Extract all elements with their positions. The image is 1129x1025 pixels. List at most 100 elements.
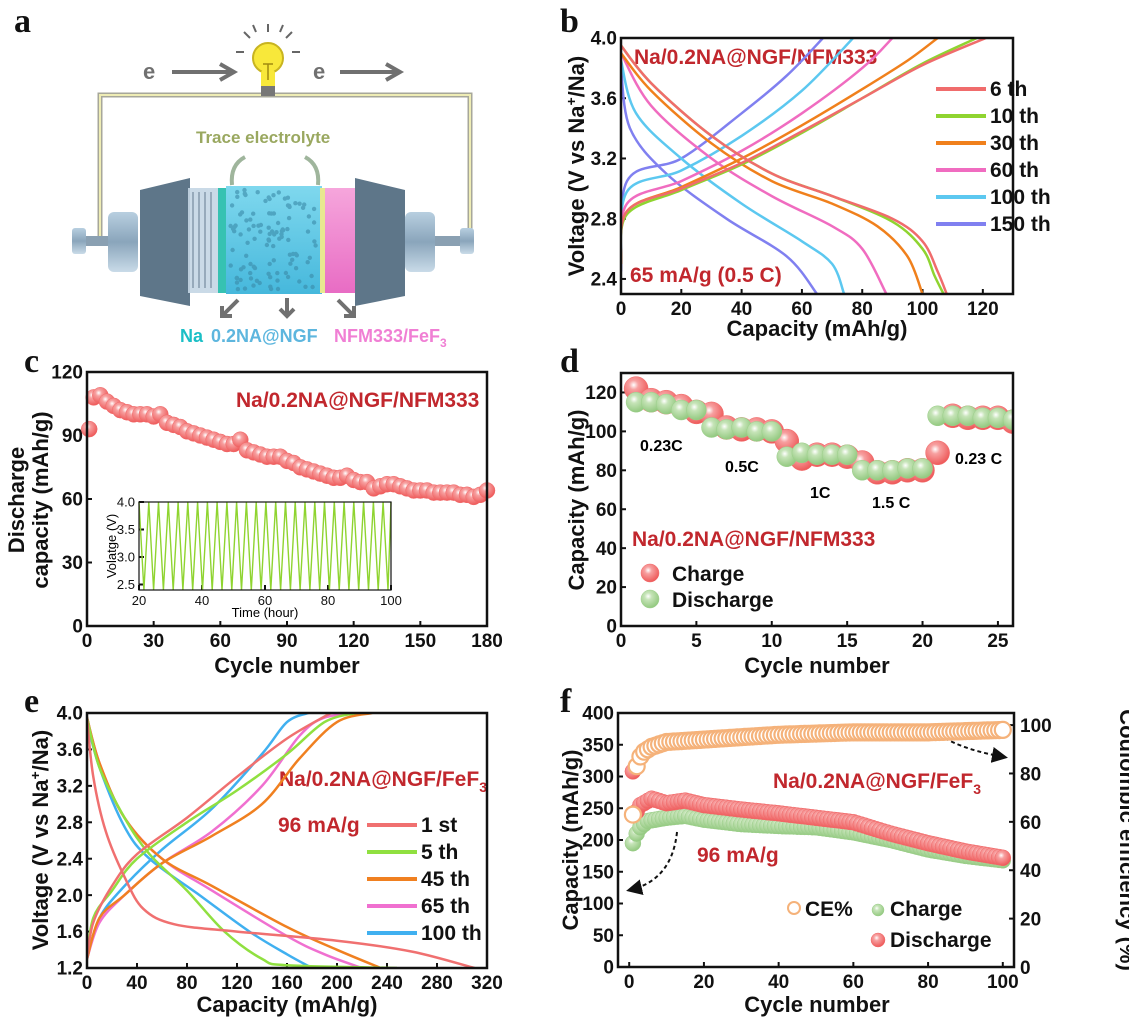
x-tick-label: 0: [82, 631, 93, 652]
y-tick-label: 50: [593, 926, 614, 947]
legend-marker: [871, 903, 885, 917]
chart-b-xlabel: Capacity (mAh/g): [727, 316, 908, 341]
arrow-down-icon: [278, 298, 296, 319]
series-line-100th-charge: [621, 38, 855, 265]
chart-c-ylabel: Discharge: [4, 447, 29, 553]
chart-c-axes: 0 30 60 90 120 150 180 0 30 60 90 120: [51, 363, 503, 652]
x-tick-label: 20: [693, 972, 714, 993]
chart-c-xlabel: Cycle number: [214, 653, 360, 678]
x-tick-label: 320: [471, 973, 503, 994]
x-tick-label: 40: [195, 593, 209, 608]
pores: [228, 187, 356, 292]
chart-f-annotation: 96 mA/g: [697, 844, 779, 867]
y-tick-label: 3.2: [57, 777, 83, 798]
data-point-charge: [925, 440, 950, 466]
chart-e-title: Na/0.2NA@NGF/FeF3: [279, 768, 487, 795]
x-tick-label: 60: [210, 631, 231, 652]
series-line-1st-charge: [87, 713, 332, 960]
chart-b-title: Na/0.2NA@NGF/NFM333: [634, 46, 877, 69]
dashed-arrow-left-icon: [626, 831, 678, 895]
legend-label: 150 th: [990, 213, 1051, 236]
data-point: [80, 420, 98, 438]
legend-label: Discharge: [890, 929, 992, 952]
data-point-ce: [993, 720, 1012, 740]
x-tick-label: 20: [912, 631, 933, 652]
series-line-6th-discharge: [621, 44, 948, 294]
battery-schematic: e e Trace electrolyte Na 0.2NA@NGF NFM33…: [72, 24, 474, 350]
y-tick-label: 3.6: [57, 740, 83, 761]
series-line-45th-charge: [87, 713, 373, 960]
chart-c-points: [80, 387, 496, 506]
chart-d-ylabel: Capacity (mAh/g): [564, 410, 589, 591]
x-tick-label: 15: [837, 631, 859, 652]
x-tick-label: 40: [126, 973, 147, 994]
y-tick-label: 350: [582, 735, 614, 756]
y-tick-label: 250: [582, 799, 614, 820]
x-tick-label: 120: [221, 973, 253, 994]
chart-e-xlabel: Capacity (mAh/g): [197, 992, 378, 1017]
legend-label: Charge: [672, 563, 744, 586]
x-tick-label: 10: [761, 631, 782, 652]
series-line-6th-charge: [621, 38, 987, 265]
chart-f-frame: [616, 711, 1016, 969]
x-tick-label: 40: [768, 972, 789, 993]
arrow-right-icon: [340, 62, 405, 82]
y-tick-label: 400: [582, 704, 614, 725]
y-tick-label: 30: [62, 553, 83, 574]
y-tick-label: 4.0: [57, 704, 83, 725]
legend-label: Discharge: [672, 589, 774, 612]
y-tick-label: 120: [585, 383, 617, 404]
arrow-down-right-icon: [336, 298, 356, 318]
x-tick-label: 90: [276, 631, 297, 652]
data-point-discharge: [1002, 409, 1013, 430]
chart-c-ylabel-2: capacity (mAh/g): [28, 411, 53, 588]
y2-tick-label: 0: [1020, 958, 1031, 979]
y-tick-label: 90: [62, 426, 83, 447]
y-tick-label: 0: [603, 958, 614, 979]
legend-marker: [640, 589, 660, 609]
arrow-right-icon: [172, 62, 239, 82]
data-point-discharge: [761, 421, 783, 442]
x-tick-label: 25: [987, 631, 1009, 652]
x-tick-label: 120: [967, 299, 999, 320]
x-tick-label: 20: [671, 299, 692, 320]
x-tick-label: 160: [271, 973, 303, 994]
legend-label: 100 th: [421, 922, 482, 945]
y-tick-label: 1.2: [57, 959, 83, 980]
x-tick-label: 30: [143, 631, 164, 652]
series-line-150th-discharge: [621, 67, 818, 294]
chart-c-title: Na/0.2NA@NGF/NFM333: [236, 389, 479, 412]
data-point-discharge: [994, 849, 1012, 867]
y2-tick-label: 100: [1020, 716, 1052, 737]
chart-e-annotation: 96 mA/g: [278, 814, 360, 837]
y2-tick-label: 80: [1020, 764, 1041, 785]
chart-b-series: [621, 38, 987, 294]
rate-label: 1C: [810, 485, 831, 502]
chart-f-points: [623, 720, 1012, 869]
chart-e-ylabel: Voltage (V vs Na+/Na): [27, 730, 53, 951]
y2-tick-label: 40: [1020, 861, 1041, 882]
chart-b-annotation: 65 mA/g (0.5 C): [630, 264, 782, 287]
series-line-60th-charge: [621, 38, 894, 265]
x-tick-label: 100: [987, 972, 1019, 993]
panel-label-b: b: [560, 3, 579, 40]
series-line-45th-discharge: [87, 717, 382, 968]
chart-d-frame: [619, 371, 1015, 628]
chart-f-ylabel: Capacity (mAh/g): [558, 750, 583, 931]
ngf-label: 0.2NA@NGF: [211, 326, 318, 346]
legend-label: 100 th: [990, 186, 1051, 209]
x-tick-label: 100: [380, 593, 402, 608]
rate-label: 0.23C: [640, 438, 683, 455]
chart-f-title: Na/0.2NA@NGF/FeF3: [773, 770, 981, 797]
y-tick-label: 100: [585, 422, 617, 443]
arrow-down-left-icon: [220, 298, 240, 318]
x-tick-label: 200: [321, 973, 353, 994]
y-tick-label: 120: [51, 363, 83, 384]
rate-label: 0.5C: [725, 459, 759, 476]
chart-c-inset-frame: [138, 501, 392, 591]
curved-arrow-icon: [229, 155, 247, 186]
y-tick-label: 2.5: [117, 577, 135, 592]
rate-label: 1.5 C: [872, 495, 911, 512]
y-tick-label: 3.2: [591, 149, 617, 170]
